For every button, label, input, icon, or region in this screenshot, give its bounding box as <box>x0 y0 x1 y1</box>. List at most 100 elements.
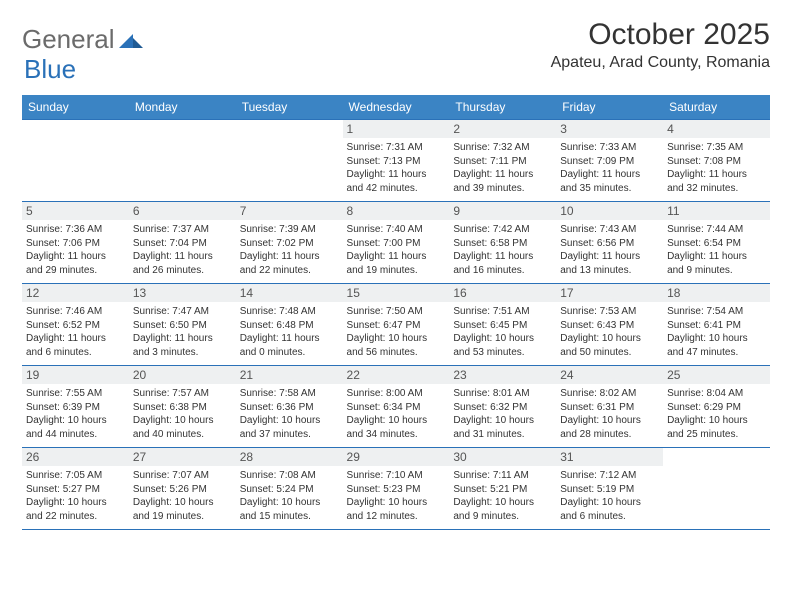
day-cell: 27 Sunrise: 7:07 AMSunset: 5:26 PMDayligh… <box>129 448 236 530</box>
day-cell: 8Sunrise: 7:40 AMSunset: 7:00 PMDaylight… <box>343 202 450 284</box>
dow-saturday: Saturday <box>663 95 770 120</box>
logo: General <box>22 18 143 55</box>
day-cell: 24 Sunrise: 8:02 AMSunset: 6:31 PMDayligh… <box>556 366 663 448</box>
day-number: 26 <box>22 448 129 466</box>
day-number: 6 <box>129 202 236 220</box>
title-block: October 2025 Apateu, Arad County, Romani… <box>551 18 770 72</box>
day-cell: 26 Sunrise: 7:05 AMSunset: 5:27 PMDayligh… <box>22 448 129 530</box>
day-details: Sunrise: 7:53 AMSunset: 6:43 PMDaylight:… <box>560 305 659 359</box>
day-details: Sunrise: 7:50 AMSunset: 6:47 PMDaylight:… <box>347 305 446 359</box>
day-cell: 2Sunrise: 7:32 AMSunset: 7:11 PMDaylight… <box>449 120 556 202</box>
dow-row: Sunday Monday Tuesday Wednesday Thursday… <box>22 95 770 120</box>
day-number: 13 <box>129 284 236 302</box>
day-cell <box>663 448 770 530</box>
day-details: Sunrise: 8:02 AMSunset: 6:31 PMDaylight:… <box>560 387 659 441</box>
week-row: 19 Sunrise: 7:55 AMSunset: 6:39 PMDayligh… <box>22 366 770 448</box>
week-row: 12 Sunrise: 7:46 AMSunset: 6:52 PMDayligh… <box>22 284 770 366</box>
day-number: 5 <box>22 202 129 220</box>
day-cell: 19 Sunrise: 7:55 AMSunset: 6:39 PMDayligh… <box>22 366 129 448</box>
day-details: Sunrise: 7:40 AMSunset: 7:00 PMDaylight:… <box>347 223 446 277</box>
logo-text-general: General <box>22 24 115 55</box>
day-number: 7 <box>236 202 343 220</box>
day-details: Sunrise: 7:31 AMSunset: 7:13 PMDaylight:… <box>347 141 446 195</box>
day-details: Sunrise: 7:37 AMSunset: 7:04 PMDaylight:… <box>133 223 232 277</box>
week-row: 26 Sunrise: 7:05 AMSunset: 5:27 PMDayligh… <box>22 448 770 530</box>
calendar-table: Sunday Monday Tuesday Wednesday Thursday… <box>22 95 770 530</box>
day-number: 1 <box>343 120 450 138</box>
day-details: Sunrise: 7:44 AMSunset: 6:54 PMDaylight:… <box>667 223 766 277</box>
day-cell: 10Sunrise: 7:43 AMSunset: 6:56 PMDayligh… <box>556 202 663 284</box>
day-details: Sunrise: 8:00 AMSunset: 6:34 PMDaylight:… <box>347 387 446 441</box>
day-cell: 23Sunrise: 8:01 AMSunset: 6:32 PMDayligh… <box>449 366 556 448</box>
location: Apateu, Arad County, Romania <box>551 54 770 72</box>
day-cell: 1 Sunrise: 7:31 AMSunset: 7:13 PMDaylight… <box>343 120 450 202</box>
day-number: 31 <box>556 448 663 466</box>
day-number: 12 <box>22 284 129 302</box>
day-cell: 20 Sunrise: 7:57 AMSunset: 6:38 PMDayligh… <box>129 366 236 448</box>
day-cell: 5 Sunrise: 7:36 AMSunset: 7:06 PMDaylight… <box>22 202 129 284</box>
day-details: Sunrise: 7:47 AMSunset: 6:50 PMDaylight:… <box>133 305 232 359</box>
day-cell: 12 Sunrise: 7:46 AMSunset: 6:52 PMDayligh… <box>22 284 129 366</box>
day-cell: 25Sunrise: 8:04 AMSunset: 6:29 PMDayligh… <box>663 366 770 448</box>
dow-tuesday: Tuesday <box>236 95 343 120</box>
day-number: 28 <box>236 448 343 466</box>
logo-text-blue: Blue <box>24 54 76 85</box>
day-details: Sunrise: 7:12 AMSunset: 5:19 PMDaylight:… <box>560 469 659 523</box>
dow-monday: Monday <box>129 95 236 120</box>
day-number: 27 <box>129 448 236 466</box>
day-number: 4 <box>663 120 770 138</box>
day-details: Sunrise: 7:54 AMSunset: 6:41 PMDaylight:… <box>667 305 766 359</box>
day-details: Sunrise: 7:36 AMSunset: 7:06 PMDaylight:… <box>26 223 125 277</box>
week-row: 1 Sunrise: 7:31 AMSunset: 7:13 PMDaylight… <box>22 120 770 202</box>
month-year: October 2025 <box>551 18 770 52</box>
day-cell: 16 Sunrise: 7:51 AMSunset: 6:45 PMDayligh… <box>449 284 556 366</box>
day-details: Sunrise: 8:01 AMSunset: 6:32 PMDaylight:… <box>453 387 552 441</box>
day-details: Sunrise: 7:51 AMSunset: 6:45 PMDaylight:… <box>453 305 552 359</box>
day-details: Sunrise: 7:35 AMSunset: 7:08 PMDaylight:… <box>667 141 766 195</box>
day-cell: 4 Sunrise: 7:35 AMSunset: 7:08 PMDaylight… <box>663 120 770 202</box>
day-cell: 14 Sunrise: 7:48 AMSunset: 6:48 PMDayligh… <box>236 284 343 366</box>
day-number: 14 <box>236 284 343 302</box>
day-details: Sunrise: 7:57 AMSunset: 6:38 PMDaylight:… <box>133 387 232 441</box>
dow-wednesday: Wednesday <box>343 95 450 120</box>
day-number: 22 <box>343 366 450 384</box>
day-cell: 17 Sunrise: 7:53 AMSunset: 6:43 PMDayligh… <box>556 284 663 366</box>
day-details: Sunrise: 7:07 AMSunset: 5:26 PMDaylight:… <box>133 469 232 523</box>
day-cell: 3Sunrise: 7:33 AMSunset: 7:09 PMDaylight… <box>556 120 663 202</box>
day-number: 9 <box>449 202 556 220</box>
dow-sunday: Sunday <box>22 95 129 120</box>
day-details: Sunrise: 7:05 AMSunset: 5:27 PMDaylight:… <box>26 469 125 523</box>
day-details: Sunrise: 7:39 AMSunset: 7:02 PMDaylight:… <box>240 223 339 277</box>
day-number: 15 <box>343 284 450 302</box>
day-details: Sunrise: 7:11 AMSunset: 5:21 PMDaylight:… <box>453 469 552 523</box>
day-cell: 31 Sunrise: 7:12 AMSunset: 5:19 PMDayligh… <box>556 448 663 530</box>
day-number: 16 <box>449 284 556 302</box>
day-cell: 7 Sunrise: 7:39 AMSunset: 7:02 PMDaylight… <box>236 202 343 284</box>
day-number: 10 <box>556 202 663 220</box>
day-cell <box>22 120 129 202</box>
dow-thursday: Thursday <box>449 95 556 120</box>
day-details: Sunrise: 7:48 AMSunset: 6:48 PMDaylight:… <box>240 305 339 359</box>
day-cell: 13 Sunrise: 7:47 AMSunset: 6:50 PMDayligh… <box>129 284 236 366</box>
day-details: Sunrise: 7:33 AMSunset: 7:09 PMDaylight:… <box>560 141 659 195</box>
day-cell: 28Sunrise: 7:08 AMSunset: 5:24 PMDayligh… <box>236 448 343 530</box>
day-number: 19 <box>22 366 129 384</box>
day-number: 11 <box>663 202 770 220</box>
day-details: Sunrise: 7:46 AMSunset: 6:52 PMDaylight:… <box>26 305 125 359</box>
day-cell: 22 Sunrise: 8:00 AMSunset: 6:34 PMDayligh… <box>343 366 450 448</box>
day-number: 25 <box>663 366 770 384</box>
day-number: 17 <box>556 284 663 302</box>
week-row: 5 Sunrise: 7:36 AMSunset: 7:06 PMDaylight… <box>22 202 770 284</box>
day-number: 20 <box>129 366 236 384</box>
day-details: Sunrise: 7:55 AMSunset: 6:39 PMDaylight:… <box>26 387 125 441</box>
day-number: 18 <box>663 284 770 302</box>
weeks-body: 1 Sunrise: 7:31 AMSunset: 7:13 PMDaylight… <box>22 120 770 530</box>
day-number: 24 <box>556 366 663 384</box>
day-cell: 30Sunrise: 7:11 AMSunset: 5:21 PMDayligh… <box>449 448 556 530</box>
day-number: 29 <box>343 448 450 466</box>
day-cell: 9Sunrise: 7:42 AMSunset: 6:58 PMDaylight… <box>449 202 556 284</box>
day-details: Sunrise: 7:10 AMSunset: 5:23 PMDaylight:… <box>347 469 446 523</box>
day-details: Sunrise: 7:58 AMSunset: 6:36 PMDaylight:… <box>240 387 339 441</box>
day-cell: 29 Sunrise: 7:10 AMSunset: 5:23 PMDayligh… <box>343 448 450 530</box>
day-number: 21 <box>236 366 343 384</box>
